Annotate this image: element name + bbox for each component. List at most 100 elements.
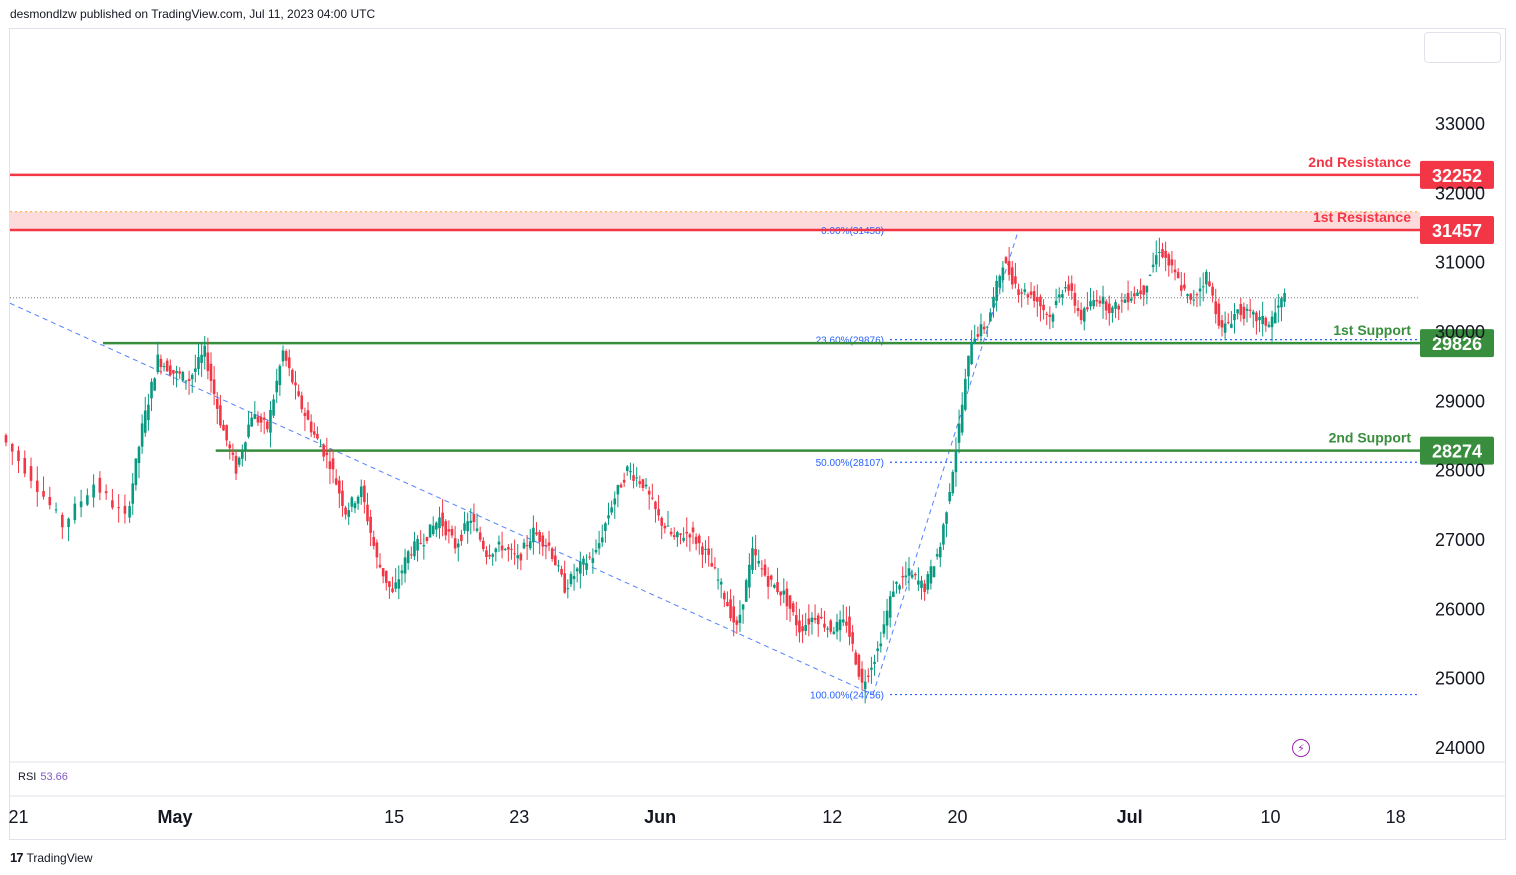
candle-body — [156, 354, 160, 373]
candle-body — [425, 537, 429, 541]
candle-body — [79, 501, 83, 508]
tradingview-brand[interactable]: 17 TradingView — [10, 850, 93, 865]
candle-body — [795, 615, 798, 626]
x-tick-label: 21 — [8, 807, 28, 827]
candle-body — [35, 480, 39, 492]
candle-body — [895, 581, 898, 584]
level-name: 1st Support — [1333, 322, 1411, 338]
candle-body — [544, 545, 548, 547]
candle-body — [926, 574, 930, 590]
candle-body — [4, 435, 8, 443]
candle-body — [1070, 283, 1074, 291]
candle-body — [522, 542, 526, 549]
candle-body — [970, 342, 973, 365]
candle-body — [153, 378, 156, 391]
candle-body — [431, 525, 435, 535]
candle-body — [672, 535, 676, 538]
candle-body — [942, 524, 945, 545]
candle-body — [851, 632, 854, 644]
candle-body — [519, 553, 523, 561]
candle-body — [976, 334, 980, 337]
candle-body — [613, 498, 617, 505]
candle-body — [885, 610, 889, 626]
candle-body — [604, 523, 607, 531]
candle-body — [356, 496, 360, 504]
candle-body — [1139, 290, 1142, 295]
candle-body — [212, 379, 216, 395]
candle-body — [240, 450, 244, 459]
candle-body — [1183, 284, 1186, 289]
y-tick-label: 25000 — [1435, 669, 1485, 689]
candle-body — [863, 681, 867, 690]
candle-body — [901, 575, 905, 578]
candle-body — [563, 573, 566, 593]
candle-body — [1267, 324, 1271, 327]
y-tick-label: 33000 — [1435, 114, 1485, 134]
candle-body — [197, 357, 200, 369]
candle-body — [303, 412, 307, 417]
candle-body — [435, 522, 438, 530]
lightning-icon[interactable]: ⚡ — [1292, 739, 1310, 757]
candle-body — [1026, 294, 1030, 298]
candle-body — [1126, 292, 1130, 303]
candle-body — [275, 380, 279, 393]
candle-body — [67, 518, 70, 527]
candle-body — [1045, 313, 1049, 315]
candle-body — [932, 566, 936, 578]
candle-body — [848, 616, 851, 637]
candle-body — [410, 554, 413, 556]
fib-label: 0.00%(31458) — [821, 226, 884, 237]
candle-body — [1205, 271, 1208, 285]
candle-body — [528, 541, 532, 549]
candle-body — [619, 484, 623, 488]
candle-body — [359, 486, 363, 497]
candle-body — [1076, 308, 1080, 311]
candle-body — [200, 354, 203, 363]
candle-body — [488, 554, 491, 557]
candle-body — [384, 570, 388, 583]
y-tick-label: 28000 — [1435, 461, 1485, 481]
candle-body — [1151, 264, 1155, 268]
candle-body — [948, 491, 951, 502]
candle-body — [143, 410, 147, 433]
candle-body — [1010, 267, 1014, 285]
candle-body — [964, 378, 967, 410]
candle-body — [513, 553, 516, 555]
trend-line-down — [9, 302, 874, 696]
rsi-value: 53.66 — [40, 771, 68, 783]
candle-body — [325, 452, 329, 456]
x-tick-label: Jun — [644, 807, 676, 827]
candle-body — [347, 510, 351, 517]
candle-body — [960, 404, 964, 433]
candle-body — [1230, 323, 1233, 328]
candle-body — [788, 595, 792, 609]
level-name: 1st Resistance — [1313, 209, 1411, 225]
candle-body — [1261, 315, 1264, 325]
candle-body — [503, 548, 507, 550]
candle-body — [572, 576, 576, 580]
candle-body — [475, 528, 479, 531]
candle-body — [334, 478, 338, 485]
candle-body — [704, 548, 707, 550]
candle-body — [929, 566, 933, 584]
candle-body — [1189, 293, 1192, 300]
candle-body — [738, 614, 742, 623]
candle-body — [266, 421, 269, 430]
toolbar-box[interactable] — [1424, 32, 1501, 63]
candle-body — [1211, 286, 1214, 296]
candle-body — [444, 521, 448, 536]
candle-body — [726, 601, 729, 607]
candle-body — [169, 365, 172, 375]
candle-body — [413, 541, 416, 557]
candle-body — [1236, 309, 1239, 314]
price-tag — [1420, 160, 1494, 189]
candle-body — [123, 505, 127, 514]
resistance-zone — [10, 211, 1420, 230]
candle-body — [835, 621, 839, 632]
candle-body — [782, 590, 786, 595]
candle-body — [870, 667, 873, 670]
candle-body — [1233, 314, 1236, 321]
candle-body — [616, 485, 620, 495]
candle-body — [1176, 272, 1180, 279]
